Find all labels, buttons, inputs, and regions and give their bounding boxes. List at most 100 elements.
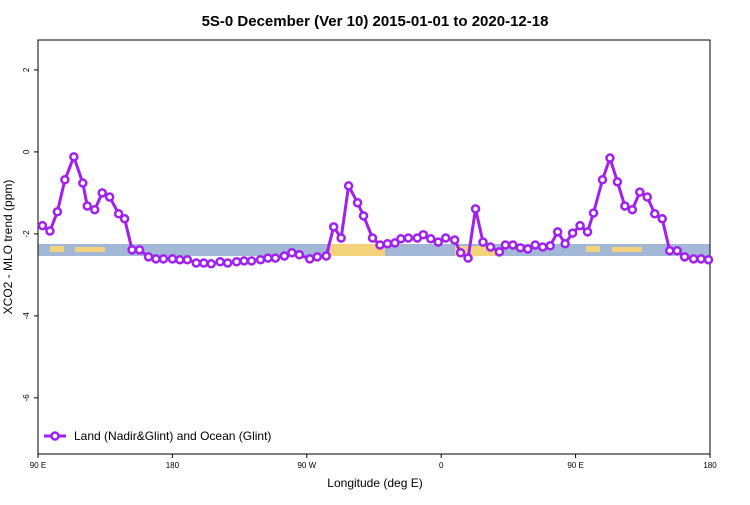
data-point [500,240,511,250]
data-point [463,253,473,263]
data-point [287,247,297,258]
data-point [239,256,249,266]
data-point [508,240,518,250]
data-point [52,206,63,217]
data-point [127,245,137,255]
data-point [182,254,193,265]
data-point [588,208,599,218]
x-axis-label: Longitude (deg E) [327,476,422,490]
data-point [597,175,608,185]
data-point [642,192,653,202]
data-point [478,237,488,247]
data-point [679,252,690,262]
data-point [433,237,443,247]
data-point [113,209,124,219]
data-point [215,257,225,267]
data-point [143,252,154,262]
data-point [440,233,451,243]
x-tick-label: 180 [166,461,180,470]
data-point [231,257,242,267]
data-point [358,211,369,221]
data-point [246,256,257,266]
x-tick-label: 180 [703,461,717,470]
data-point [560,238,570,249]
data-point [167,254,178,264]
y-tick-label: 2 [22,67,31,72]
data-point [657,213,667,224]
data-point [119,213,130,224]
data-point [69,152,79,162]
data-point [575,220,585,231]
plot-frame [37,39,711,455]
data-point [199,258,209,268]
y-axis-label: XCO2 - MLO trend (ppm) [1,180,15,315]
data-point [612,177,623,187]
data-point [97,188,107,198]
data-point [78,178,88,188]
data-point [494,247,505,257]
data-point [567,228,578,238]
data-point [104,192,115,202]
data-point [515,243,526,253]
data-point [222,258,233,268]
y-tick-label: -6 [22,394,31,402]
data-point [635,187,645,197]
y-tick-label: -2 [22,230,31,238]
data-point [343,181,354,191]
data-point [294,250,305,260]
data-point [305,254,315,264]
data-point [45,226,55,236]
data-point [312,252,323,262]
data-point [425,234,436,244]
data-point [688,254,699,264]
data-point [336,233,346,243]
data-point [403,233,414,243]
data-point [545,241,555,251]
data-point [158,254,169,264]
data-point [582,227,593,237]
x-tick-label: 90 W [297,461,316,470]
data-point [470,204,481,214]
data-point [390,238,400,248]
data-point [206,259,216,269]
data-point [664,245,675,256]
data-point [649,209,660,219]
x-tick-label: 90 E [30,461,46,470]
data-point [537,242,548,252]
legend-marker [50,431,60,441]
data-point [396,234,406,244]
data-point [175,254,185,265]
data-point [696,254,706,264]
data-point [367,233,378,243]
data-point [191,258,202,268]
legend-label: Land (Nadir&Glint) and Ocean (Glint) [74,429,271,443]
data-point [134,245,145,255]
data-point [382,238,393,249]
data-point [620,201,630,211]
data-point [375,240,385,250]
data-point [530,240,541,250]
data-point [449,235,460,245]
data-point [703,254,714,265]
data-point [255,254,266,265]
data-point [485,242,496,252]
data-point [37,220,48,231]
data-point [89,204,100,215]
data-point [352,197,363,208]
y-tick-label: -4 [22,312,31,320]
data-point [605,153,615,163]
data-point [82,201,93,211]
data-point [552,227,563,237]
x-tick-label: 90 E [567,461,583,470]
data-point [263,253,273,263]
chart-title: 5S-0 December (Ver 10) 2015-01-01 to 202… [202,13,549,30]
data-point [60,175,70,185]
data-point [279,251,290,261]
data-point [627,204,638,215]
data-point [321,251,331,261]
x-tick-label: 0 [439,461,444,470]
data-point [672,245,682,256]
data-point [328,222,339,232]
y-tick-label: 0 [22,149,31,154]
